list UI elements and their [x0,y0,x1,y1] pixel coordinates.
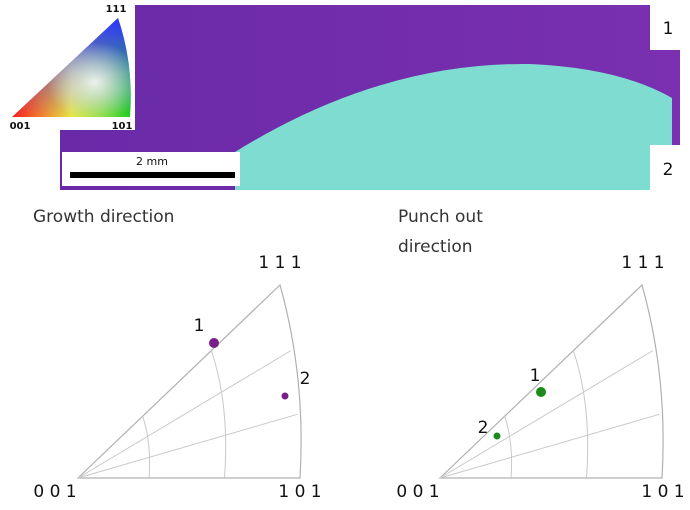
region-label: 1 [663,19,674,39]
figure: 2 mm 1 2 111 001 101 1 1 1 0 0 1 1 0 1 1… [0,0,690,510]
key-triangle-white [12,18,131,117]
scale-bar-label: 2 mm [136,155,168,168]
orientation-point [282,393,289,400]
grid-line [505,416,512,478]
region-label: 2 [663,160,674,180]
triangle-edge [440,285,663,478]
corner-label: 1 1 1 [258,253,301,273]
grid-line [573,351,587,478]
orientation-point [209,338,219,348]
ebsd-map: 2 mm 1 2 [60,5,680,190]
orientation-point [536,387,546,397]
panel-title: Punch out direction [398,202,508,262]
point-label: 2 [300,369,311,389]
grid-line [211,351,225,478]
inverse-pole-figure: 1 1 1 0 0 1 1 0 1 1 2 [33,253,321,502]
key-label: 111 [106,4,127,15]
key-label: 101 [112,121,133,132]
figure-graphics: 2 mm 1 2 111 001 101 1 1 1 0 0 1 1 0 1 1… [0,0,690,510]
corner-label: 1 1 1 [621,253,664,273]
inverse-pole-figure: 1 1 1 0 0 1 1 0 1 1 2 [396,253,684,502]
point-label: 1 [530,366,541,386]
corner-label: 1 0 1 [641,482,684,502]
grid-line [440,351,653,478]
point-label: 2 [478,418,489,438]
point-label: 1 [194,316,205,336]
triangle-edge [78,285,301,478]
panel-title: Growth direction [33,202,174,232]
color-key: 111 001 101 [10,4,133,132]
grid-line [143,416,150,478]
key-label: 001 [10,121,31,132]
orientation-point [494,433,501,440]
grid-line [78,351,291,478]
scale-bar [70,172,235,178]
corner-label: 0 0 1 [33,482,76,502]
corner-label: 1 0 1 [278,482,321,502]
corner-label: 0 0 1 [396,482,439,502]
